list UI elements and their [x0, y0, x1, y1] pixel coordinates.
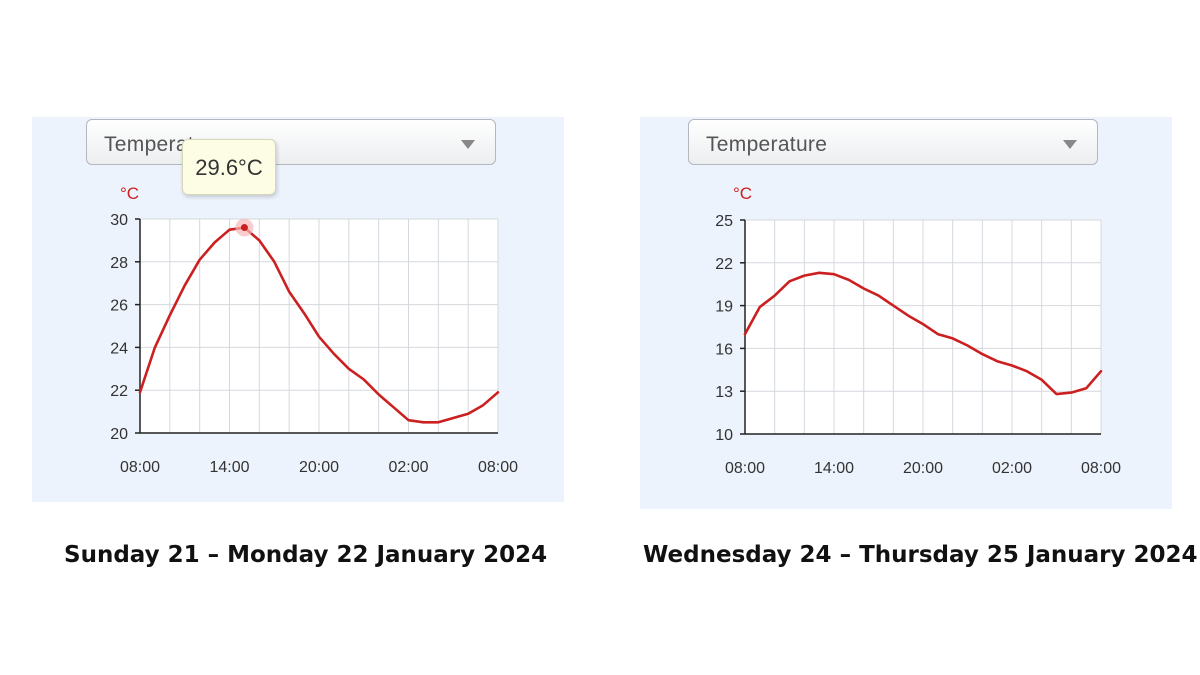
- x-tick-label: 08:00: [120, 459, 160, 476]
- y-tick-label: 26: [110, 298, 128, 315]
- y-tick-label: 10: [715, 427, 733, 444]
- chart-panel-right: 10 13 16 19 22 25 08:00 14:00 20:00 02:00 08:00 °C …: [640, 117, 1172, 509]
- x-tick-label: 02:00: [388, 459, 428, 476]
- chart-panel-left: 20 22 24 26 28 30 08:00 14:00 20:00 02:00 08:00 °C …: [32, 117, 564, 502]
- x-tick-label: 14:00: [814, 460, 854, 477]
- y-tick-label: 28: [110, 255, 128, 272]
- y-tick-label: 22: [110, 383, 128, 400]
- y-tick-label: 25: [715, 213, 733, 230]
- temperature-chart-right: 10 13 16 19 22 25 08:00 14:00 20:00 02:00 08:00 °C: [715, 184, 1121, 477]
- chevron-down-icon: [461, 140, 475, 149]
- temperature-series-line: [743, 271, 1103, 396]
- x-tick-label: 14:00: [209, 459, 249, 476]
- x-tick-label: 08:00: [725, 460, 765, 477]
- y-tick-label: 16: [715, 341, 733, 358]
- temperature-series-line: [138, 226, 500, 424]
- date-caption-left: Sunday 21 – Monday 22 January 2024: [64, 542, 548, 568]
- y-axis-unit-label: °C: [120, 184, 139, 203]
- y-tick-label: 24: [110, 340, 128, 357]
- x-tick-label: 20:00: [903, 460, 943, 477]
- y-tick-label: 20: [110, 426, 128, 443]
- x-tick-label: 20:00: [299, 459, 339, 476]
- x-tick-label: 02:00: [992, 460, 1032, 477]
- y-tick-label: 19: [715, 299, 733, 316]
- x-tick-label: 08:00: [478, 459, 518, 476]
- highlight-point: [240, 224, 248, 232]
- y-axis-unit-label: °C: [733, 184, 752, 203]
- chevron-down-icon: [1063, 140, 1077, 149]
- temperature-chart-left: 20 22 24 26 28 30 08:00 14:00 20:00 02:00 08:00 °C: [110, 184, 518, 476]
- y-tick-label: 13: [715, 384, 733, 401]
- date-caption-right: Wednesday 24 – Thursday 25 January 2024: [643, 542, 1198, 568]
- value-tooltip: 29.6°C: [182, 139, 276, 195]
- y-tick-label: 30: [110, 212, 128, 229]
- x-tick-label: 08:00: [1081, 460, 1121, 477]
- metric-dropdown[interactable]: Temperature: [86, 119, 496, 165]
- y-tick-label: 22: [715, 256, 733, 273]
- metric-dropdown-value: Temperature: [706, 133, 828, 156]
- metric-dropdown[interactable]: Temperature: [688, 119, 1098, 165]
